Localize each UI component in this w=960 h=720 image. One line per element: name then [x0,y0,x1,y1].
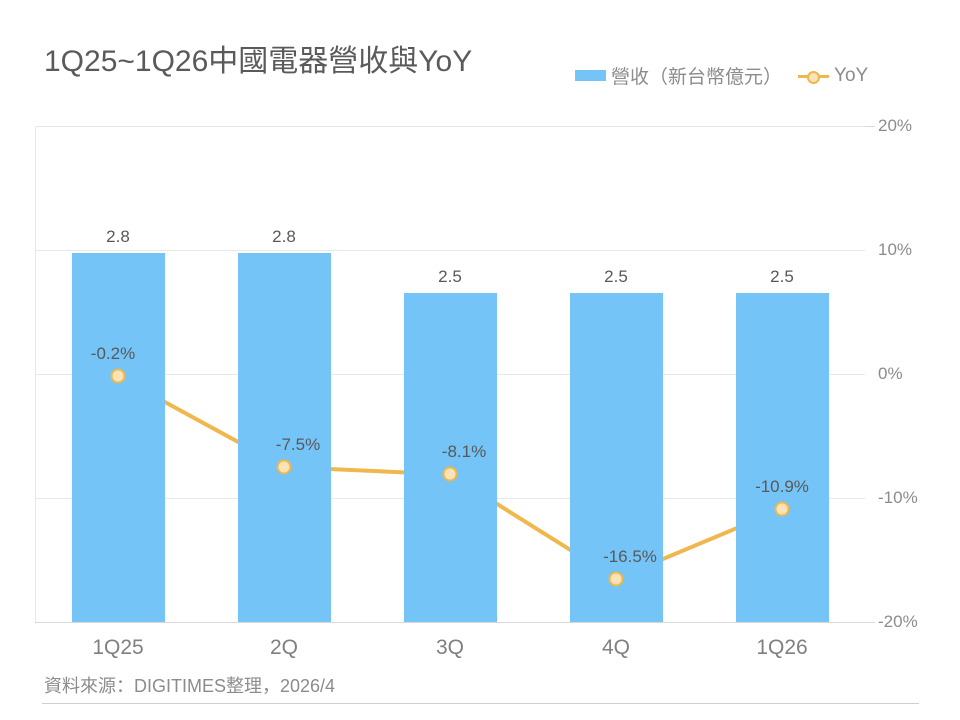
y-axis-tick-label: 10% [878,240,913,259]
y-axis-tick-label: -20% [878,612,918,631]
legend-item-yoy[interactable]: YoY [798,65,868,87]
line-value-label: -0.2% [90,344,136,364]
legend-item-label: 營收（新台幣億元） [611,67,783,88]
x-axis-tick-label: 1Q26 [756,636,808,659]
y-axis-tick-label: 0% [878,364,903,383]
bar-swatch-icon [575,70,606,81]
chart-legend: 營收（新台幣億元） YoY [575,62,868,89]
line-marker-icon [798,69,830,84]
gridline [35,622,865,623]
x-axis-tick-label: 3Q [435,636,465,659]
bar[interactable] [735,292,829,622]
bar[interactable] [569,292,663,622]
y-axis-tick-label: -10% [878,488,918,507]
bar-value-label: 2.8 [106,226,130,246]
x-axis-tick-label: 1Q25 [92,636,144,659]
data-point-marker[interactable] [608,571,624,587]
line-value-label: -16.5% [603,546,657,566]
y-axis-tick-label: 20% [878,116,913,135]
axis-tick [865,126,875,127]
plot-area [35,126,875,623]
footer-divider [42,703,919,704]
data-point-marker[interactable] [110,368,126,384]
data-point-marker[interactable] [774,501,790,517]
legend-item-label: YoY [834,64,869,86]
line-value-label: -10.9% [755,477,809,497]
line-value-label: -7.5% [275,435,321,454]
x-axis-tick-label: 4Q [601,636,631,659]
bar-value-label: 2.5 [438,266,462,286]
bar-value-label: 2.5 [770,266,794,286]
data-point-marker[interactable] [276,459,292,475]
axis-tick [865,622,875,623]
bar[interactable] [237,252,331,622]
legend-item-revenue[interactable]: 營收（新台幣億元） [575,62,782,89]
bar[interactable] [71,252,165,622]
line-value-label: -8.1% [441,442,487,462]
bar-value-label: 2.5 [604,266,628,286]
data-point-marker[interactable] [442,466,458,482]
source-note: 資料來源：DIGITIMES整理，2026/4 [44,676,336,696]
x-axis-tick-label: 2Q [269,636,299,659]
bar[interactable] [403,292,497,622]
chart-title: 1Q25~1Q26中國電器營收與YoY [44,45,473,78]
bar-value-label: 2.8 [272,226,296,246]
gridline [35,250,865,251]
gridline [35,126,865,127]
